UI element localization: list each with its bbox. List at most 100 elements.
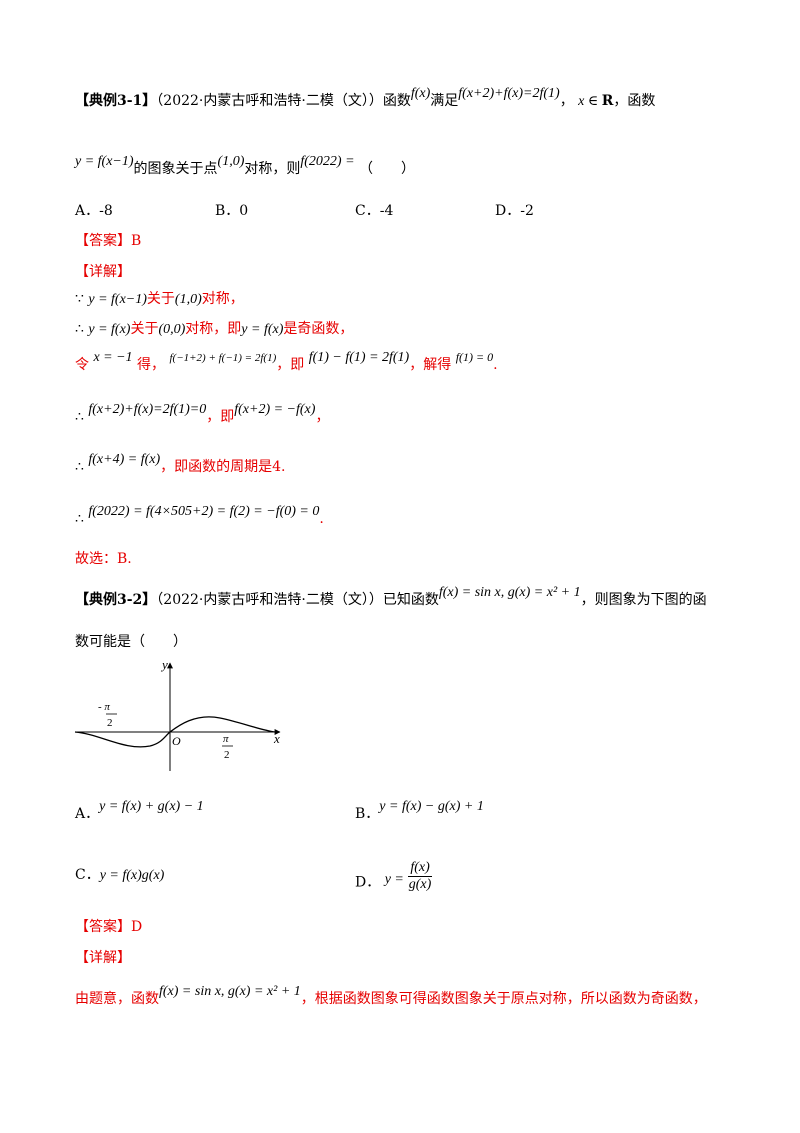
math: y = f(x): [88, 322, 131, 337]
neg-half-pi-den: 2: [107, 717, 113, 729]
solution-step-5: ∴ f(x+4) = f(x)，即函数的周期是4.: [75, 452, 286, 477]
text: 对称，则: [244, 161, 301, 177]
math-fg: f(x) = sin x, g(x) = x² + 1: [438, 585, 581, 600]
therefore-symbol: ∴: [75, 511, 84, 527]
math: y = f(x−1): [88, 292, 147, 307]
conclusion: 故选：B.: [75, 551, 132, 567]
math-f2: y = f(x−1): [75, 154, 134, 169]
fraction-numerator: f(x): [408, 860, 432, 877]
math: f(2022) = f(4×505+2) = f(2) = −f(0) = 0: [88, 504, 320, 519]
because-symbol: ∵: [75, 291, 84, 307]
text: 得，: [137, 357, 166, 373]
math: (1,0): [174, 292, 202, 307]
text: ，则图象为下图的函: [580, 592, 707, 608]
text: ，解得: [409, 357, 452, 373]
text: ，: [559, 93, 574, 109]
example-3-2-line2: 数可能是（ ）: [75, 634, 187, 650]
example-tag: 【典例3-2】: [75, 592, 157, 608]
option-label: B．: [355, 806, 380, 822]
example-source: （2022·内蒙古呼和浩特·二模（文））: [156, 93, 383, 109]
example-3-1-heading: 【典例3-1】（2022·内蒙古呼和浩特·二模（文））函数f(x)满足f(x+2…: [75, 86, 656, 111]
math-domain-R: R: [601, 93, 614, 109]
text: 由题意，函数: [75, 991, 159, 1007]
math: f(x+2) = −f(x): [234, 402, 316, 417]
solution-step-4: ∴ f(x+2)+f(x)=2f(1)=0，即f(x+2) = −f(x)，: [75, 402, 330, 427]
math-point: (1,0): [217, 154, 245, 169]
text: 满足: [430, 93, 459, 109]
option-b: B．y = f(x) − g(x) + 1: [355, 799, 484, 824]
text: 关于: [146, 291, 175, 307]
text: 令: [75, 357, 89, 373]
neg-half-pi-num: - π: [98, 701, 110, 713]
math-fx: f(x): [410, 86, 431, 101]
detail-label: 【详解】: [75, 264, 131, 280]
option-c: C．-4: [355, 203, 394, 219]
detail-line-1: 由题意，函数f(x) = sin x, g(x) = x² + 1，根据函数图象…: [75, 984, 707, 1009]
text: 函数: [382, 93, 411, 109]
text: 的图象关于点: [133, 161, 218, 177]
math: (0,0): [158, 322, 186, 337]
answer-label: 【答案】: [75, 919, 131, 935]
text: ，根据函数图象可得函数图象关于原点对称，所以函数为奇函数，: [300, 991, 707, 1007]
option-label: A．: [75, 806, 100, 822]
text: 关于: [130, 321, 159, 337]
option-d: D．-2: [495, 203, 534, 219]
therefore-symbol: ∴: [75, 459, 84, 475]
text: .: [319, 511, 324, 527]
origin-label: O: [172, 734, 181, 748]
option-label: D．: [355, 874, 381, 891]
text: 是奇函数，: [283, 321, 354, 337]
text: ，函数: [613, 93, 656, 109]
fraction-denominator: g(x): [408, 877, 432, 892]
text: ，: [315, 409, 330, 425]
solution-step-1: ∵ y = f(x−1)关于(1,0)对称，: [75, 290, 244, 309]
solution-step-2: ∴ y = f(x)关于(0,0)对称，即y = f(x)是奇函数，: [75, 320, 353, 339]
example-source: （2022·内蒙古呼和浩特·二模（文））: [156, 592, 383, 608]
option-c: C．y = f(x)g(x): [75, 866, 164, 885]
text: 已知函数: [382, 592, 439, 608]
pos-half-pi-den: 2: [224, 749, 230, 761]
therefore-symbol: ∴: [75, 321, 84, 337]
detail-label: 【详解】: [75, 950, 131, 966]
answer-label: 【答案】: [75, 233, 131, 249]
math: f(1) − f(1) = 2f(1): [308, 350, 410, 365]
math: f(x) = sin x, g(x) = x² + 1: [159, 984, 301, 999]
answer-line: 【答案】D: [75, 918, 142, 936]
therefore-symbol: ∴: [75, 409, 84, 425]
math: y =: [384, 871, 404, 887]
text: 对称，即: [185, 321, 242, 337]
math: y = f(x) − g(x) + 1: [379, 799, 484, 814]
solution-step-6: ∴ f(2022) = f(4×505+2) = f(2) = −f(0) = …: [75, 504, 324, 529]
math-eq1: f(x+2)+f(x)=2f(1): [458, 86, 560, 101]
option-a: A．y = f(x) + g(x) − 1: [75, 799, 204, 824]
math-f2022: f(2022) =: [300, 154, 355, 169]
answer-value: D: [131, 919, 143, 935]
pos-half-pi-num: π: [223, 733, 229, 745]
x-axis-label: x: [273, 731, 280, 746]
text: ，即函数的周期是4.: [160, 459, 286, 475]
option-b: B．0: [215, 203, 249, 219]
math: y = f(x) + g(x) − 1: [99, 799, 204, 814]
example-tag: 【典例3-1】: [75, 93, 157, 109]
answer-paren: （ ）: [359, 161, 415, 177]
example-3-2-heading: 【典例3-2】（2022·内蒙古呼和浩特·二模（文））已知函数f(x) = si…: [75, 585, 707, 610]
solution-step-3: 令 x = −1 得， f(−1+2) + f(−1) = 2f(1)，即 f(…: [75, 350, 498, 375]
text: ，即: [276, 357, 305, 373]
math: f(x+4) = f(x): [88, 452, 161, 467]
fraction: f(x) g(x): [408, 860, 432, 893]
option-a: A．-8: [75, 203, 113, 219]
function-curve: [74, 716, 276, 748]
math: f(−1+2) + f(−1) = 2f(1): [169, 352, 277, 364]
math: x = −1: [93, 350, 133, 365]
math: f(x+2)+f(x)=2f(1)=0: [88, 402, 207, 417]
text: 对称，: [201, 291, 244, 307]
text: .: [493, 357, 498, 373]
math: f(1) = 0: [455, 350, 494, 364]
answer-line: 【答案】B: [75, 232, 141, 250]
option-label: C．: [75, 867, 100, 883]
math: y = f(x): [241, 322, 284, 337]
function-graph: y x O - π 2 π 2: [74, 657, 281, 771]
answer-value: B: [131, 233, 142, 249]
math-domain: x ∈: [578, 94, 602, 109]
y-axis-label: y: [160, 657, 168, 672]
